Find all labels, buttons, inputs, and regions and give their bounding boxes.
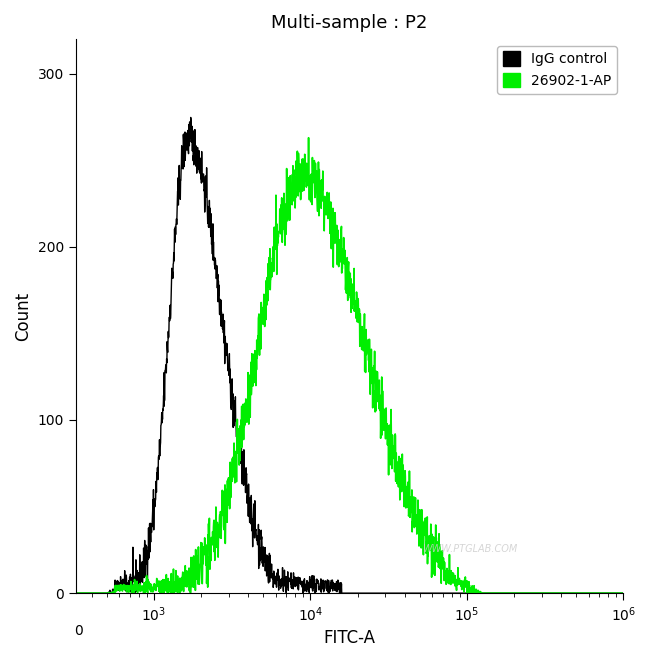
- Text: WWW.PTGLAB.COM: WWW.PTGLAB.COM: [422, 544, 517, 554]
- X-axis label: FITC-A: FITC-A: [324, 629, 376, 647]
- Y-axis label: Count: Count: [14, 292, 32, 340]
- Text: 0: 0: [74, 625, 83, 639]
- Legend: IgG control, 26902-1-AP: IgG control, 26902-1-AP: [497, 46, 616, 94]
- Title: Multi-sample : P2: Multi-sample : P2: [271, 14, 428, 32]
